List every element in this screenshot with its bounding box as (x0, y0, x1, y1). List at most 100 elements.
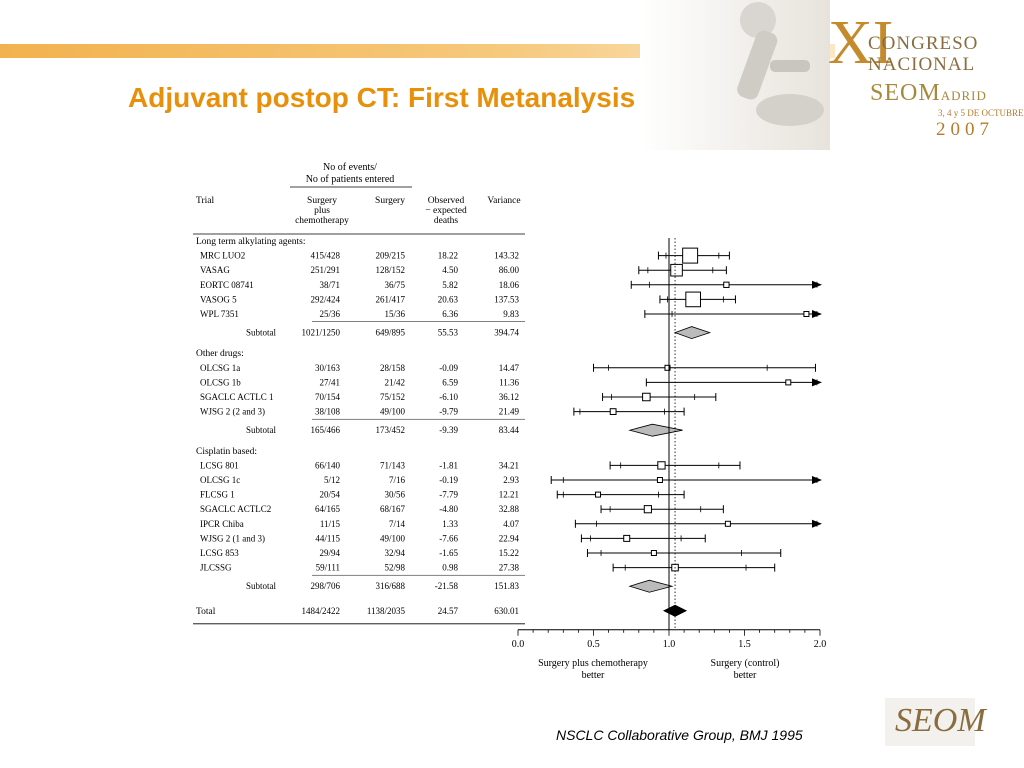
x-tick-label: 0.5 (587, 639, 600, 650)
chemo-events: 298/706 (310, 581, 340, 591)
column-header: − expected (425, 206, 467, 216)
surgery-events: 75/152 (380, 392, 405, 402)
variance-value: 151.83 (494, 581, 519, 591)
oe-value: 20.63 (438, 294, 459, 304)
chemo-events: 29/94 (319, 548, 340, 558)
surgery-events: 7/16 (389, 475, 406, 485)
seom-footer-logo-text: SEOM (895, 702, 986, 739)
variance-value: 137.53 (494, 294, 519, 304)
oe-value: -9.79 (439, 407, 458, 417)
variance-value: 630.01 (494, 606, 519, 616)
column-header: chemotherapy (295, 216, 349, 226)
oe-value: -7.79 (439, 490, 458, 500)
chemo-events: 1021/1250 (301, 328, 340, 338)
trial-name: OLCSG 1a (200, 363, 240, 373)
chemo-events: 415/428 (310, 251, 340, 261)
logo-seom: SEOM (870, 80, 941, 106)
group-heading: Cisplatin based: (196, 447, 257, 457)
chemo-events: 38/108 (315, 407, 341, 417)
subtotal-diamond (628, 423, 683, 437)
hr-box (609, 408, 617, 415)
oe-value: -4.80 (439, 504, 458, 514)
oe-value: -21.58 (435, 581, 459, 591)
hr-box (670, 263, 683, 277)
oe-value: 5.82 (442, 280, 458, 290)
chemo-events: 30/163 (315, 363, 341, 373)
oe-value: -6.10 (439, 392, 458, 402)
oe-value: -7.66 (439, 533, 458, 543)
variance-value: 22.94 (499, 533, 520, 543)
chemo-events: 5/12 (324, 475, 340, 485)
favors-right-label: Surgery (control) (711, 658, 780, 669)
variance-value: 2.93 (503, 475, 519, 485)
x-tick-label: 1.0 (663, 639, 676, 650)
hr-box (656, 477, 663, 483)
oe-value: 1.33 (442, 519, 458, 529)
chemo-events: 70/154 (315, 392, 341, 402)
group-heading: Long term alkylating agents: (196, 237, 306, 247)
trial-name: SGACLC ACTLC 1 (200, 392, 274, 402)
surgery-events: 71/143 (380, 460, 406, 470)
column-header: Surgery (375, 196, 405, 206)
chemo-events: 20/54 (319, 490, 340, 500)
hr-box (785, 379, 792, 386)
column-header: Surgery (307, 196, 337, 206)
hr-box (657, 461, 666, 470)
hr-box (803, 311, 810, 317)
surgery-events: 30/56 (384, 490, 405, 500)
hr-box (724, 520, 731, 527)
trial-name: WJSG 2 (1 and 3) (200, 533, 265, 543)
trial-name: LCSG 801 (200, 460, 239, 470)
chemo-events: 292/424 (310, 294, 340, 304)
chemo-events: 64/165 (315, 504, 341, 514)
x-tick-label: 1.5 (738, 639, 751, 650)
surgery-events: 15/36 (384, 309, 405, 319)
subtotal-label: Subtotal (246, 581, 277, 591)
oe-value: 18.22 (438, 251, 458, 261)
oe-value: 0.98 (442, 563, 458, 573)
oe-value: -0.09 (439, 363, 458, 373)
chemo-events: 38/71 (319, 280, 340, 290)
chemo-events: 1484/2422 (301, 606, 340, 616)
oe-value: -1.81 (439, 460, 458, 470)
hr-box (595, 491, 602, 498)
surgery-events: 209/215 (375, 251, 405, 261)
oe-value: 24.57 (438, 606, 459, 616)
logo-congreso: CONGRESO (868, 33, 979, 54)
x-tick-label: 0.0 (512, 639, 525, 650)
chemo-events: 251/291 (310, 265, 340, 275)
surgery-events: 36/75 (384, 280, 405, 290)
chemo-events: 25/36 (319, 309, 340, 319)
surgery-events: 68/167 (380, 504, 406, 514)
chemo-events: 27/41 (319, 377, 340, 387)
oe-value: -9.39 (439, 425, 458, 435)
variance-value: 394.74 (494, 328, 519, 338)
trial-name: VASOG 5 (200, 294, 237, 304)
chemo-events: 44/115 (315, 533, 340, 543)
chemo-events: 165/466 (310, 425, 340, 435)
trial-name: WJSG 2 (2 and 3) (200, 407, 265, 417)
x-tick-label: 2.0 (814, 639, 827, 650)
variance-value: 36.12 (499, 392, 519, 402)
surgery-events: 649/895 (375, 328, 405, 338)
trial-name: OLCSG 1c (200, 475, 240, 485)
subtotal-diamond (673, 326, 712, 340)
surgery-events: 261/417 (375, 294, 405, 304)
surgery-events: 173/452 (375, 425, 405, 435)
favors-left-label: better (582, 670, 605, 681)
variance-value: 9.83 (503, 309, 519, 319)
column-header: deaths (434, 216, 459, 226)
column-header: plus (314, 206, 330, 216)
surgery-events: 49/100 (380, 533, 406, 543)
surgery-events: 1138/2035 (367, 606, 406, 616)
surgery-events: 52/98 (384, 563, 405, 573)
chemo-events: 66/140 (315, 460, 341, 470)
variance-value: 4.07 (503, 519, 519, 529)
surgery-events: 49/100 (380, 407, 406, 417)
hr-box (723, 281, 730, 288)
microscope-photo (640, 0, 830, 150)
variance-value: 27.38 (499, 563, 520, 573)
variance-value: 143.32 (494, 251, 519, 261)
logo-xi: XI (828, 9, 894, 77)
